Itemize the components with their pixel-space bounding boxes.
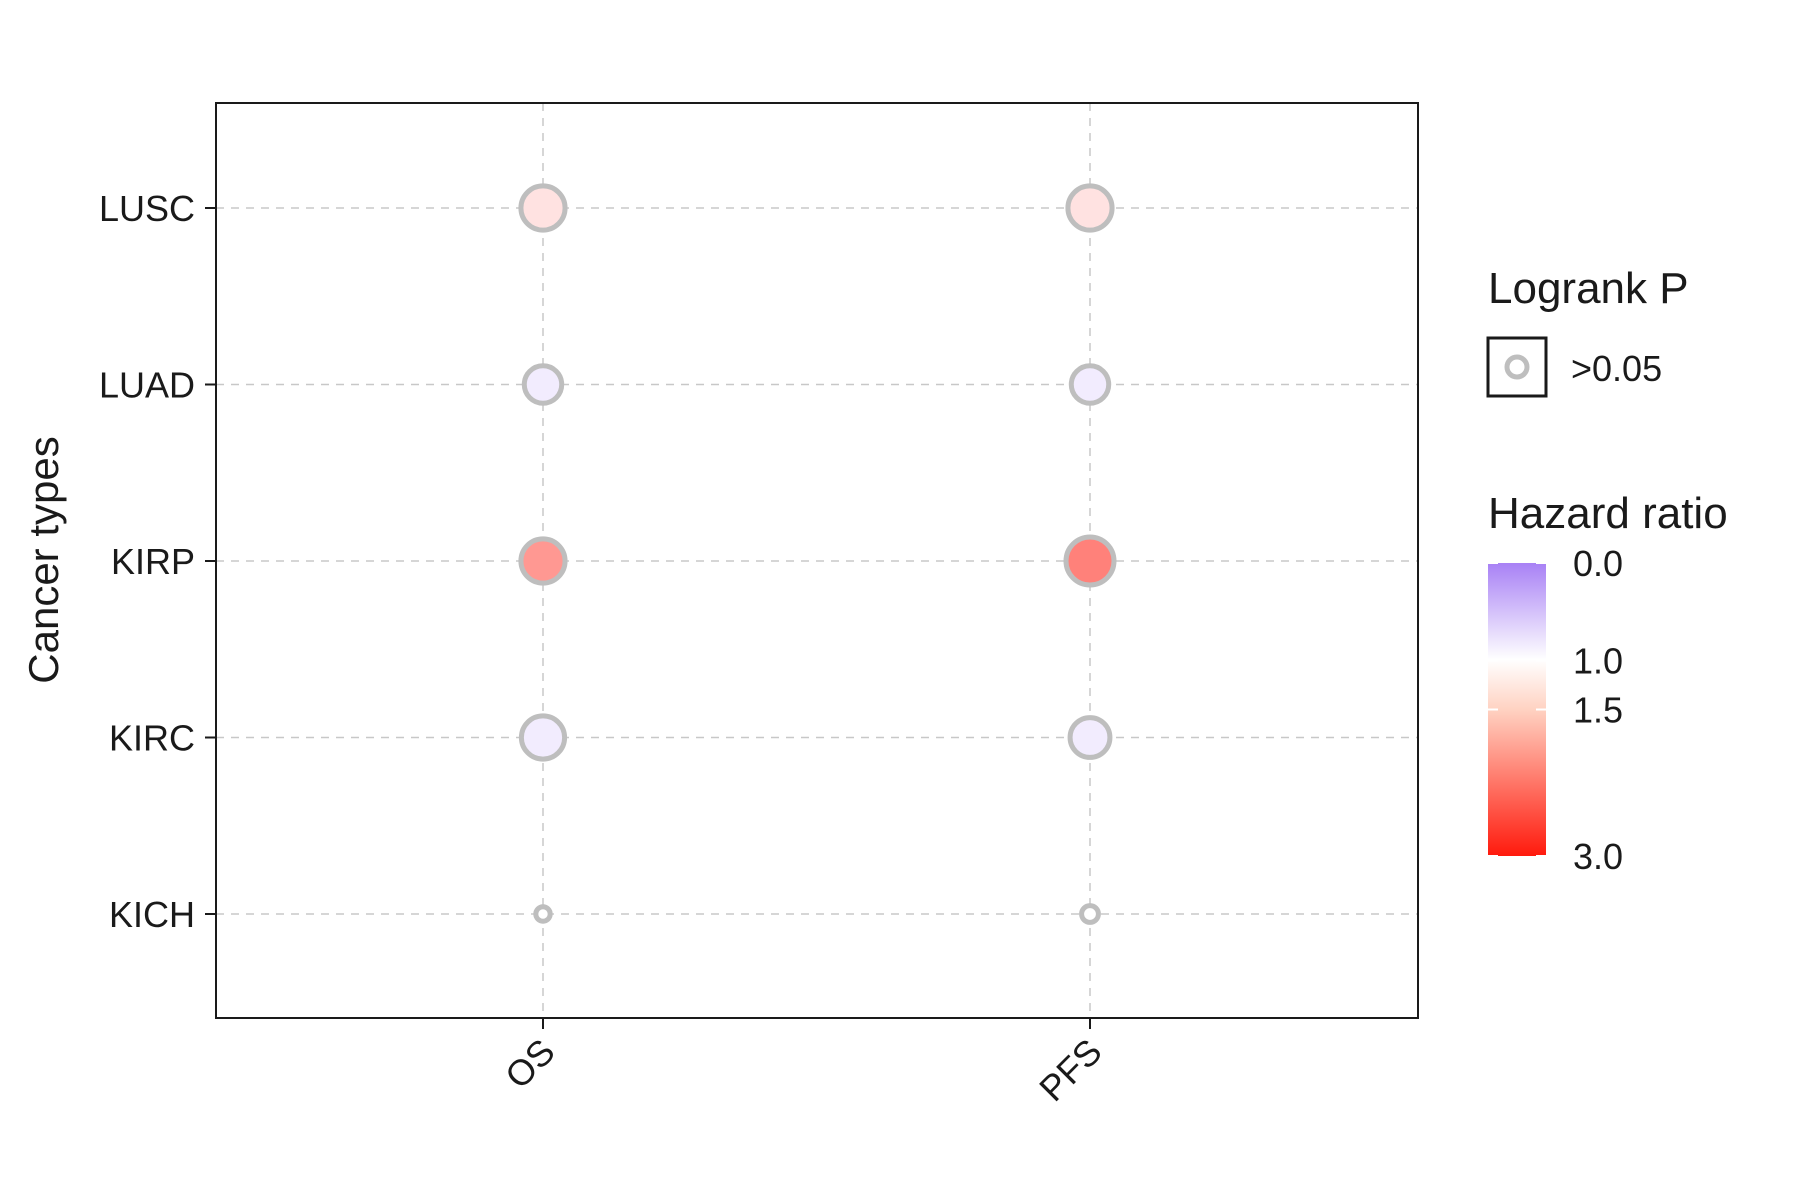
legend-hazard-title: Hazard ratio bbox=[1488, 489, 1728, 538]
legend-hazard-break-label: 1.5 bbox=[1573, 690, 1623, 731]
y-tick-label-kirp: KIRP bbox=[111, 541, 195, 582]
point-kich-os bbox=[533, 904, 553, 924]
axes: KICH KIRC KIRP LUAD LUSC OS PFS bbox=[99, 188, 1110, 1109]
y-tick-label-kich: KICH bbox=[109, 894, 195, 935]
legend-logrank-label: >0.05 bbox=[1571, 348, 1662, 389]
legend-hazard-break-label: 0.0 bbox=[1573, 543, 1623, 584]
legend-hazard-break-label: 1.0 bbox=[1573, 641, 1623, 682]
legend-logrank-key-point bbox=[1504, 354, 1530, 380]
y-tick-label-lusc: LUSC bbox=[99, 188, 195, 229]
point-kirp-os bbox=[518, 536, 568, 586]
point-kirc-pfs bbox=[1067, 715, 1113, 760]
y-axis-title: Cancer types bbox=[20, 436, 67, 683]
point-lusc-pfs bbox=[1065, 183, 1115, 233]
legend-hazard: Hazard ratio 0.0 1.0 1.5 3.0 bbox=[1488, 489, 1728, 877]
x-tick-label-pfs: PFS bbox=[1031, 1031, 1109, 1109]
point-lusc-os bbox=[518, 183, 568, 233]
legend-logrank-title: Logrank P bbox=[1488, 264, 1689, 313]
point-luad-os bbox=[521, 363, 565, 406]
point-kirp-pfs bbox=[1063, 534, 1117, 588]
point-luad-pfs bbox=[1068, 363, 1112, 406]
legend-hazard-breaks: 0.0 1.0 1.5 3.0 bbox=[1488, 543, 1623, 877]
grid-lines bbox=[216, 103, 1418, 1018]
legend-hazard-break-label: 3.0 bbox=[1573, 836, 1623, 877]
y-tick-label-luad: LUAD bbox=[99, 365, 195, 406]
data-points bbox=[518, 183, 1117, 925]
legend-logrank: Logrank P >0.05 bbox=[1486, 264, 1689, 398]
x-tick-label-os: OS bbox=[497, 1031, 563, 1097]
point-kirc-os bbox=[518, 713, 568, 762]
y-tick-label-kirc: KIRC bbox=[109, 718, 195, 759]
point-kich-pfs bbox=[1079, 903, 1101, 925]
